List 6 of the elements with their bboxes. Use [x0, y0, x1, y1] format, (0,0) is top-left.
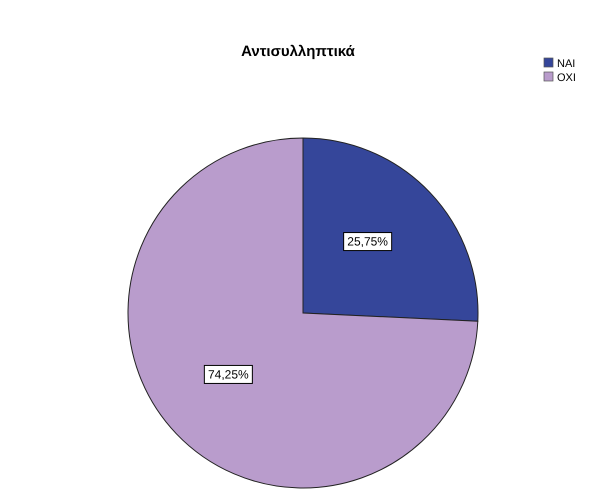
data-label: 74,25% — [208, 367, 250, 382]
pie-slice — [128, 138, 478, 488]
legend-label: ΟΧΙ — [557, 72, 576, 84]
data-label: 25,75% — [347, 234, 388, 249]
chart-title: Αντισυλληπτικά — [241, 43, 356, 60]
legend-label: ΝΑΙ — [557, 58, 576, 70]
